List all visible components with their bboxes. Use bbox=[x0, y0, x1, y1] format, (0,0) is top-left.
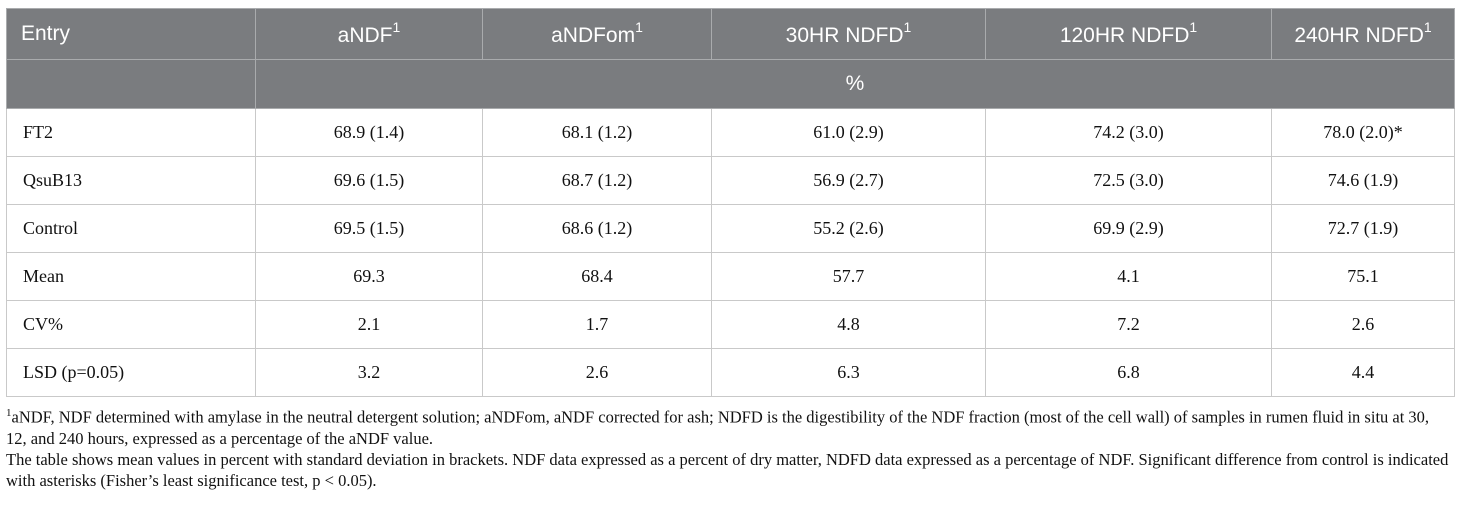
value-cell: 68.4 bbox=[482, 252, 712, 301]
row-entry-cell: Control bbox=[6, 204, 256, 253]
header-andfom: aNDFom1 bbox=[482, 8, 712, 60]
data-table-container: Entry aNDF1 aNDFom1 30HR NDFD1 120HR NDF… bbox=[6, 8, 1455, 397]
header-240hr-ndfd: 240HR NDFD1 bbox=[1271, 8, 1455, 60]
value-cell: 74.6 (1.9) bbox=[1271, 156, 1455, 205]
unit-row: % bbox=[6, 59, 1455, 109]
row-entry-cell: Mean bbox=[6, 252, 256, 301]
value-cell: 4.8 bbox=[711, 300, 986, 349]
header-entry: Entry bbox=[6, 8, 256, 60]
row-entry-cell: CV% bbox=[6, 300, 256, 349]
value-cell: 69.3 bbox=[255, 252, 483, 301]
table-row: FT2 68.9 (1.4) 68.1 (1.2) 61.0 (2.9) 74.2 (3… bbox=[6, 108, 1455, 157]
value-cell: 68.7 (1.2) bbox=[482, 156, 712, 205]
value-cell: 68.9 (1.4) bbox=[255, 108, 483, 157]
value-cell: 6.8 bbox=[985, 348, 1272, 397]
value-cell: 61.0 (2.9) bbox=[711, 108, 986, 157]
table-row: CV% 2.1 1.7 4.8 7.2 2.6 bbox=[6, 300, 1455, 349]
table-footnotes: 1aNDF, NDF determined with amylase in th… bbox=[6, 403, 1452, 491]
value-cell: 74.2 (3.0) bbox=[985, 108, 1272, 157]
value-cell: 57.7 bbox=[711, 252, 986, 301]
value-cell: 2.1 bbox=[255, 300, 483, 349]
row-entry-cell: QsuB13 bbox=[6, 156, 256, 205]
header-30hr-ndfd: 30HR NDFD1 bbox=[711, 8, 986, 60]
row-entry-cell: LSD (p=0.05) bbox=[6, 348, 256, 397]
value-cell: 69.9 (2.9) bbox=[985, 204, 1272, 253]
value-cell: 69.6 (1.5) bbox=[255, 156, 483, 205]
unit-label: % bbox=[255, 59, 1455, 109]
value-cell: 75.1 bbox=[1271, 252, 1455, 301]
value-cell: 2.6 bbox=[482, 348, 712, 397]
value-cell: 55.2 (2.6) bbox=[711, 204, 986, 253]
digestibility-table: Entry aNDF1 aNDFom1 30HR NDFD1 120HR NDF… bbox=[6, 8, 1455, 397]
value-cell: 3.2 bbox=[255, 348, 483, 397]
value-cell: 72.7 (1.9) bbox=[1271, 204, 1455, 253]
table-row: Control 69.5 (1.5) 68.6 (1.2) 55.2 (2.6) 69.… bbox=[6, 204, 1455, 253]
value-cell: 1.7 bbox=[482, 300, 712, 349]
value-cell: 6.3 bbox=[711, 348, 986, 397]
value-cell: 68.1 (1.2) bbox=[482, 108, 712, 157]
row-entry-cell: FT2 bbox=[6, 108, 256, 157]
header-120hr-ndfd: 120HR NDFD1 bbox=[985, 8, 1272, 60]
value-cell: 69.5 (1.5) bbox=[255, 204, 483, 253]
value-cell: 72.5 (3.0) bbox=[985, 156, 1272, 205]
value-cell: 4.4 bbox=[1271, 348, 1455, 397]
value-cell: 68.6 (1.2) bbox=[482, 204, 712, 253]
value-cell: 4.1 bbox=[985, 252, 1272, 301]
value-cell: 56.9 (2.7) bbox=[711, 156, 986, 205]
header-row: Entry aNDF1 aNDFom1 30HR NDFD1 120HR NDF… bbox=[6, 8, 1455, 60]
footnote-2: The table shows mean values in percent w… bbox=[6, 449, 1449, 490]
table-row: LSD (p=0.05) 3.2 2.6 6.3 6.8 4.4 bbox=[6, 348, 1455, 397]
value-cell: 2.6 bbox=[1271, 300, 1455, 349]
table-row: Mean 69.3 68.4 57.7 4.1 75.1 bbox=[6, 252, 1455, 301]
value-cell: 78.0 (2.0)* bbox=[1271, 108, 1455, 157]
unit-row-blank bbox=[6, 59, 256, 109]
table-row: QsuB13 69.6 (1.5) 68.7 (1.2) 56.9 (2.7) 72.5… bbox=[6, 156, 1455, 205]
value-cell: 7.2 bbox=[985, 300, 1272, 349]
header-andf: aNDF1 bbox=[255, 8, 483, 60]
footnote-1: 1aNDF, NDF determined with amylase in th… bbox=[6, 407, 1430, 448]
